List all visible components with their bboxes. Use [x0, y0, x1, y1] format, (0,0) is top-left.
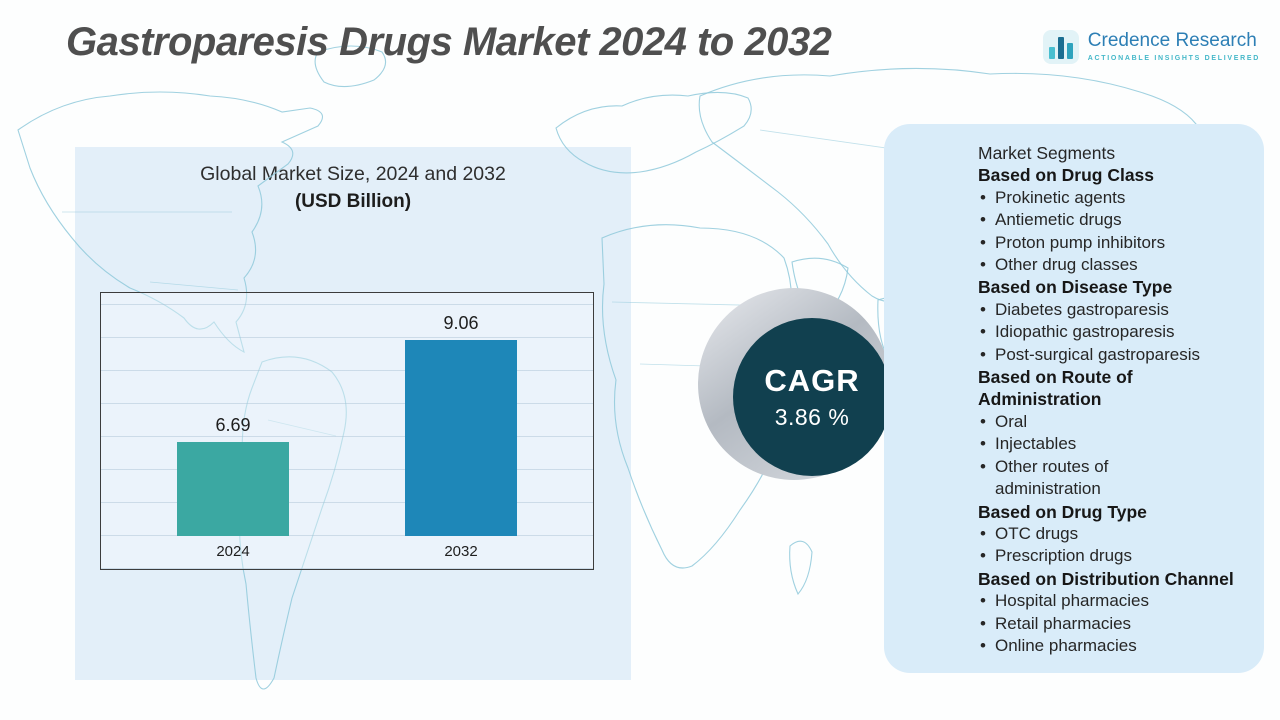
segment-item: OTC drugs [978, 523, 1214, 546]
bar-group: 9.06 2032 [405, 313, 517, 561]
bar [405, 340, 517, 536]
map-border-line [639, 363, 707, 367]
segment-item: Antiemetic drugs [978, 209, 1214, 232]
segment-item: Diabetes gastroparesis [978, 299, 1214, 322]
segment-item: Prescription drugs [978, 545, 1214, 568]
bar-category-label: 2032 [444, 543, 478, 560]
cagr-label: CAGR [764, 363, 860, 398]
bar [177, 442, 289, 536]
segment-list: OralInjectablesOther routes of administr… [978, 411, 1252, 501]
segment-heading: Based on Drug Type [978, 501, 1147, 522]
segments-panel: Market Segments Based on Drug Class Prok… [884, 124, 1264, 673]
segment-heading: Based on Distribution Channel [978, 568, 1234, 589]
bar-chart: 6.69 2024 9.06 2032 [100, 292, 594, 570]
brand-logo: Credence Research Actionable Insights De… [1042, 30, 1260, 64]
segment-group: Based on Drug Type OTC drugsPrescription… [978, 501, 1252, 569]
segment-item: Post-surgical gastroparesis [978, 344, 1214, 367]
segment-heading: Based on Route of Administration [978, 367, 1133, 410]
segment-item: Injectables [978, 433, 1214, 456]
segment-item: Oral [978, 411, 1214, 434]
bar-value-label: 9.06 [443, 313, 479, 333]
segment-item: Proton pump inhibitors [978, 232, 1214, 255]
map-madagascar [789, 540, 813, 596]
segments-title: Market Segments [978, 143, 1116, 163]
segment-item: Other drug classes [978, 254, 1214, 277]
segment-item: Retail pharmacies [978, 613, 1214, 636]
segment-group: Based on Distribution Channel Hospital p… [978, 568, 1252, 658]
segment-group: Based on Drug Class Prokinetic agentsAnt… [978, 164, 1252, 276]
segment-list: Diabetes gastroparesisIdiopathic gastrop… [978, 299, 1252, 367]
segment-item: Prokinetic agents [978, 187, 1214, 210]
segment-heading: Based on Drug Class [978, 165, 1155, 186]
bars-row: 6.69 2024 9.06 2032 [101, 313, 593, 561]
segment-group: Based on Disease Type Diabetes gastropar… [978, 276, 1252, 366]
bar-category-label: 2024 [216, 543, 250, 560]
cagr-badge: CAGR 3.86 % [733, 318, 891, 476]
segment-list: OTC drugsPrescription drugs [978, 523, 1252, 568]
bar-chart-icon [1042, 30, 1079, 64]
segment-item: Other routes of administration [978, 456, 1214, 501]
segment-item: Idiopathic gastroparesis [978, 321, 1214, 344]
segment-list: Prokinetic agentsAntiemetic drugsProton … [978, 187, 1252, 277]
segment-item: Hospital pharmacies [978, 590, 1214, 613]
chart-subtitle: (USD Billion) [294, 191, 412, 212]
cagr-value: 3.86 % [774, 404, 850, 430]
brand-tagline: Actionable Insights Delivered [1087, 55, 1260, 62]
segment-item: Online pharmacies [978, 635, 1214, 658]
segment-heading: Based on Disease Type [978, 277, 1173, 298]
chart-title: Global Market Size, 2024 and 2032 [200, 163, 506, 185]
brand-name: Credence Research [1087, 30, 1257, 51]
bar-group: 6.69 2024 [177, 415, 289, 561]
page-title: Gastroparesis Drugs Market 2024 to 2032 [66, 20, 832, 64]
segment-group: Based on Route of Administration OralInj… [978, 366, 1252, 500]
map-border-line [759, 129, 901, 151]
segment-list: Hospital pharmaciesRetail pharmaciesOnli… [978, 590, 1252, 658]
brand-text: Credence Research Actionable Insights De… [1088, 30, 1260, 62]
segment-groups: Based on Drug Class Prokinetic agentsAnt… [978, 164, 1252, 657]
bar-value-label: 6.69 [215, 415, 251, 435]
